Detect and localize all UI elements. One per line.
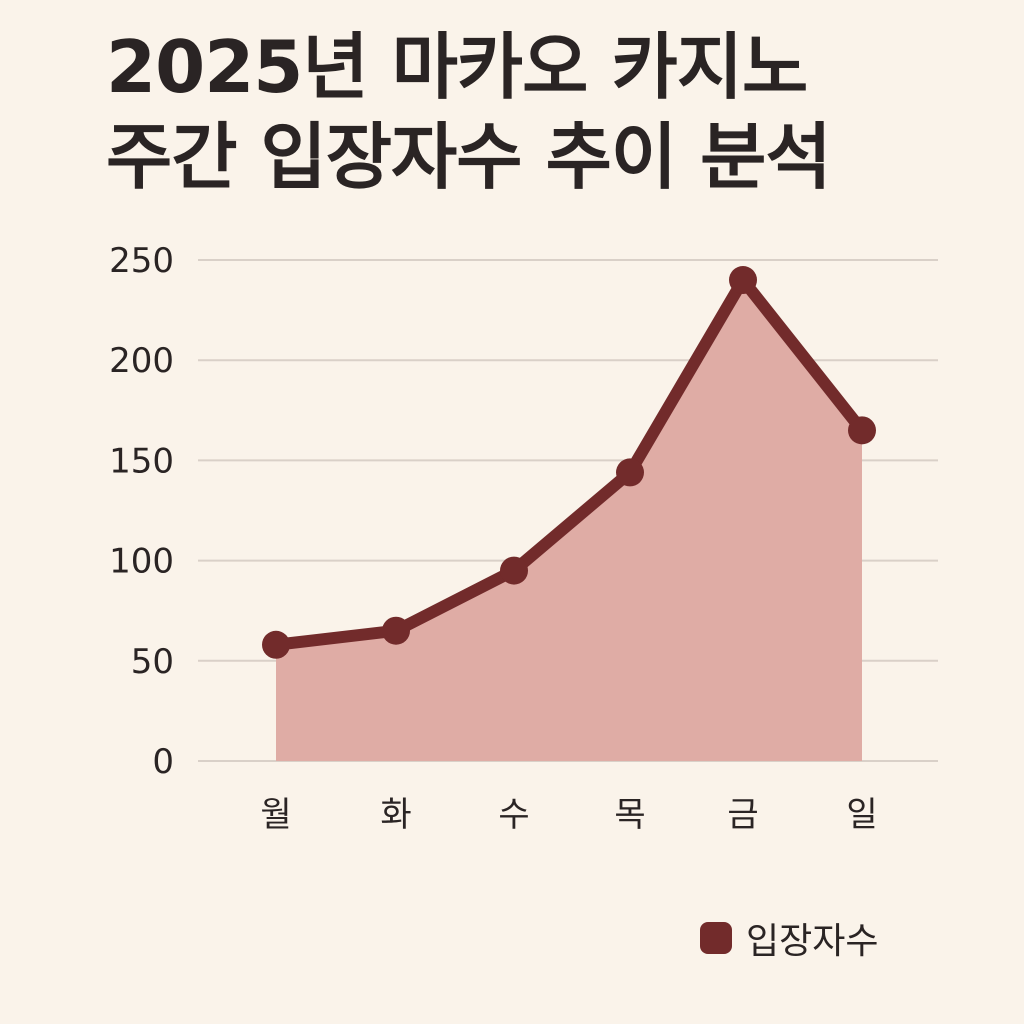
y-tick-label: 50 [131,642,174,682]
x-tick-label: 목 [614,795,645,835]
series-line [270,274,868,651]
x-tick-label: 일 [846,795,877,835]
x-tick-label: 수 [498,795,529,835]
chart-title-line-2: 주간 입장자수 추이 분석 [106,115,832,199]
data-point [262,630,290,659]
y-tick-label: 200 [109,341,174,381]
area-fill-layer [276,280,862,761]
y-tick-label: 150 [109,441,174,481]
y-tick-label: 100 [109,542,174,582]
x-tick-label: 월 [260,795,291,835]
series-line-layer [270,274,868,651]
chart-title: 2025년 마카오 카지노 주간 입장자수 추이 분석 [106,22,832,202]
data-point [382,616,410,645]
y-tick-label: 0 [152,742,174,782]
y-tick-label: 250 [109,241,174,281]
x-tick-label: 금 [727,795,758,835]
area-fill [276,280,862,761]
legend: 입장자수 [700,912,878,964]
data-point [616,458,644,487]
legend-swatch [700,922,732,954]
data-point [848,416,876,445]
data-point [729,266,757,295]
data-point [500,556,528,585]
data-points [262,266,876,659]
y-axis-ticks: 0 50 100 150 200 250 [109,241,174,782]
legend-label: 입장자수 [746,921,879,962]
chart-title-line-1: 2025년 마카오 카지노 [106,25,808,109]
x-tick-label: 화 [380,795,411,835]
